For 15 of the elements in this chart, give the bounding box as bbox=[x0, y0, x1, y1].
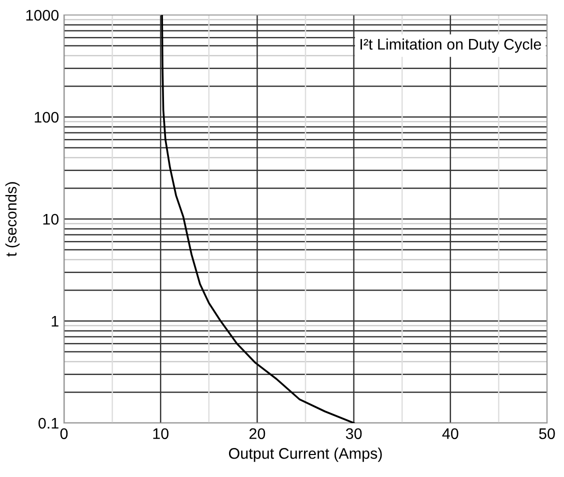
x-tick-label: 50 bbox=[539, 428, 555, 440]
x-axis-title: Output Current (Amps) bbox=[228, 448, 382, 462]
x-tick-label: 40 bbox=[442, 428, 458, 440]
annotation: I²t Limitation on Duty Cycle bbox=[360, 38, 541, 53]
y-tick-label: 1000 bbox=[26, 10, 59, 21]
y-tick-label: 0.1 bbox=[38, 418, 58, 429]
x-tick-label: 10 bbox=[153, 428, 168, 440]
y-tick-label: 100 bbox=[34, 112, 59, 123]
x-tick-label: 0 bbox=[60, 428, 68, 440]
x-tick-label: 30 bbox=[346, 428, 362, 440]
y-axis-title: t (seconds) bbox=[5, 182, 20, 257]
x-tick-label: 20 bbox=[249, 428, 266, 440]
y-tick-label: 1 bbox=[52, 316, 58, 327]
y-tick-label: 10 bbox=[43, 214, 59, 225]
line-series bbox=[161, 15, 355, 423]
